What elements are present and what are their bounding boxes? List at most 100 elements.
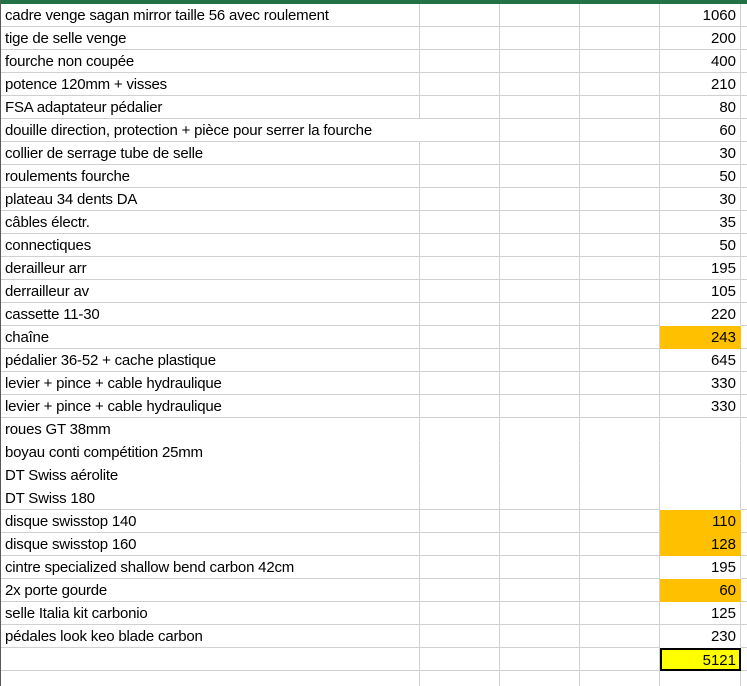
price-cell[interactable]: [660, 418, 741, 441]
edge-sliver-cell[interactable]: [741, 487, 747, 510]
empty-cell[interactable]: [580, 326, 660, 349]
empty-cell[interactable]: [420, 50, 500, 73]
empty-cell[interactable]: [580, 4, 660, 27]
empty-cell[interactable]: [500, 648, 580, 671]
empty-cell[interactable]: [420, 96, 500, 119]
item-label-cell[interactable]: roues GT 38mm: [0, 418, 420, 441]
item-label-cell[interactable]: DT Swiss aérolite: [0, 464, 420, 487]
edge-sliver-cell[interactable]: [741, 464, 747, 487]
item-label-cell[interactable]: disque swisstop 140: [0, 510, 420, 533]
item-label-cell[interactable]: disque swisstop 160: [0, 533, 420, 556]
edge-sliver-cell[interactable]: [741, 303, 747, 326]
empty-cell[interactable]: [580, 73, 660, 96]
empty-cell[interactable]: [580, 602, 660, 625]
empty-cell[interactable]: [500, 510, 580, 533]
empty-cell[interactable]: [500, 395, 580, 418]
price-cell[interactable]: 50: [660, 165, 741, 188]
price-cell[interactable]: 243: [660, 326, 741, 349]
price-cell[interactable]: 60: [660, 579, 741, 602]
empty-cell[interactable]: [580, 648, 660, 671]
price-cell[interactable]: 230: [660, 625, 741, 648]
total-cell[interactable]: 5121: [660, 648, 741, 671]
price-cell[interactable]: [660, 441, 741, 464]
empty-cell[interactable]: [420, 487, 500, 510]
empty-cell[interactable]: [580, 142, 660, 165]
empty-cell[interactable]: [580, 556, 660, 579]
empty-cell[interactable]: [580, 165, 660, 188]
empty-cell[interactable]: [420, 579, 500, 602]
empty-cell[interactable]: [580, 372, 660, 395]
empty-cell[interactable]: [580, 395, 660, 418]
price-cell[interactable]: 80: [660, 96, 741, 119]
empty-cell[interactable]: [420, 395, 500, 418]
edge-sliver-cell[interactable]: [741, 211, 747, 234]
empty-cell[interactable]: [500, 188, 580, 211]
empty-cell[interactable]: [500, 4, 580, 27]
price-cell[interactable]: 210: [660, 73, 741, 96]
empty-cell[interactable]: [500, 418, 580, 441]
edge-sliver-cell[interactable]: [741, 142, 747, 165]
empty-cell[interactable]: [500, 27, 580, 50]
empty-cell[interactable]: [420, 326, 500, 349]
item-label-cell[interactable]: plateau 34 dents DA: [0, 188, 420, 211]
empty-cell[interactable]: [500, 142, 580, 165]
empty-cell[interactable]: [420, 602, 500, 625]
edge-sliver-cell[interactable]: [741, 671, 747, 686]
edge-sliver-cell[interactable]: [741, 556, 747, 579]
price-cell[interactable]: 30: [660, 188, 741, 211]
edge-sliver-cell[interactable]: [741, 441, 747, 464]
item-label-cell[interactable]: connectiques: [0, 234, 420, 257]
item-label-cell[interactable]: douille direction, protection + pièce po…: [0, 119, 420, 142]
item-label-cell[interactable]: boyau conti compétition 25mm: [0, 441, 420, 464]
edge-sliver-cell[interactable]: [741, 96, 747, 119]
empty-cell[interactable]: [580, 349, 660, 372]
empty-cell[interactable]: [420, 280, 500, 303]
edge-sliver-cell[interactable]: [741, 73, 747, 96]
item-label-cell[interactable]: [0, 648, 420, 671]
empty-cell[interactable]: [580, 257, 660, 280]
edge-sliver-cell[interactable]: [741, 579, 747, 602]
empty-cell[interactable]: [500, 671, 580, 686]
price-cell[interactable]: 50: [660, 234, 741, 257]
empty-cell[interactable]: [580, 533, 660, 556]
empty-cell[interactable]: [500, 326, 580, 349]
empty-cell[interactable]: [580, 510, 660, 533]
empty-cell[interactable]: [580, 625, 660, 648]
empty-cell[interactable]: [420, 464, 500, 487]
edge-sliver-cell[interactable]: [741, 188, 747, 211]
edge-sliver-cell[interactable]: [741, 119, 747, 142]
item-label-cell[interactable]: levier + pince + cable hydraulique: [0, 372, 420, 395]
empty-cell[interactable]: [500, 96, 580, 119]
empty-cell[interactable]: [420, 671, 500, 686]
empty-cell[interactable]: [500, 464, 580, 487]
price-cell[interactable]: 105: [660, 280, 741, 303]
item-label-cell[interactable]: derailleur arr: [0, 257, 420, 280]
empty-cell[interactable]: [420, 27, 500, 50]
price-cell[interactable]: 60: [660, 119, 741, 142]
empty-cell[interactable]: [500, 165, 580, 188]
price-cell[interactable]: 645: [660, 349, 741, 372]
item-label-cell[interactable]: cadre venge sagan mirror taille 56 avec …: [0, 4, 420, 27]
empty-cell[interactable]: [420, 510, 500, 533]
price-cell[interactable]: 110: [660, 510, 741, 533]
price-cell[interactable]: 400: [660, 50, 741, 73]
empty-cell[interactable]: [420, 4, 500, 27]
edge-sliver-cell[interactable]: [741, 50, 747, 73]
edge-sliver-cell[interactable]: [741, 602, 747, 625]
edge-sliver-cell[interactable]: [741, 510, 747, 533]
edge-sliver-cell[interactable]: [741, 418, 747, 441]
empty-cell[interactable]: [500, 487, 580, 510]
price-cell[interactable]: 35: [660, 211, 741, 234]
item-label-cell[interactable]: câbles électr.: [0, 211, 420, 234]
empty-cell[interactable]: [420, 556, 500, 579]
edge-sliver-cell[interactable]: [741, 280, 747, 303]
empty-cell[interactable]: [580, 280, 660, 303]
edge-sliver-cell[interactable]: [741, 349, 747, 372]
price-cell[interactable]: 200: [660, 27, 741, 50]
empty-cell[interactable]: [500, 372, 580, 395]
price-cell[interactable]: 1060: [660, 4, 741, 27]
empty-cell[interactable]: [500, 556, 580, 579]
empty-cell[interactable]: [500, 349, 580, 372]
empty-cell[interactable]: [580, 234, 660, 257]
empty-cell[interactable]: [420, 211, 500, 234]
